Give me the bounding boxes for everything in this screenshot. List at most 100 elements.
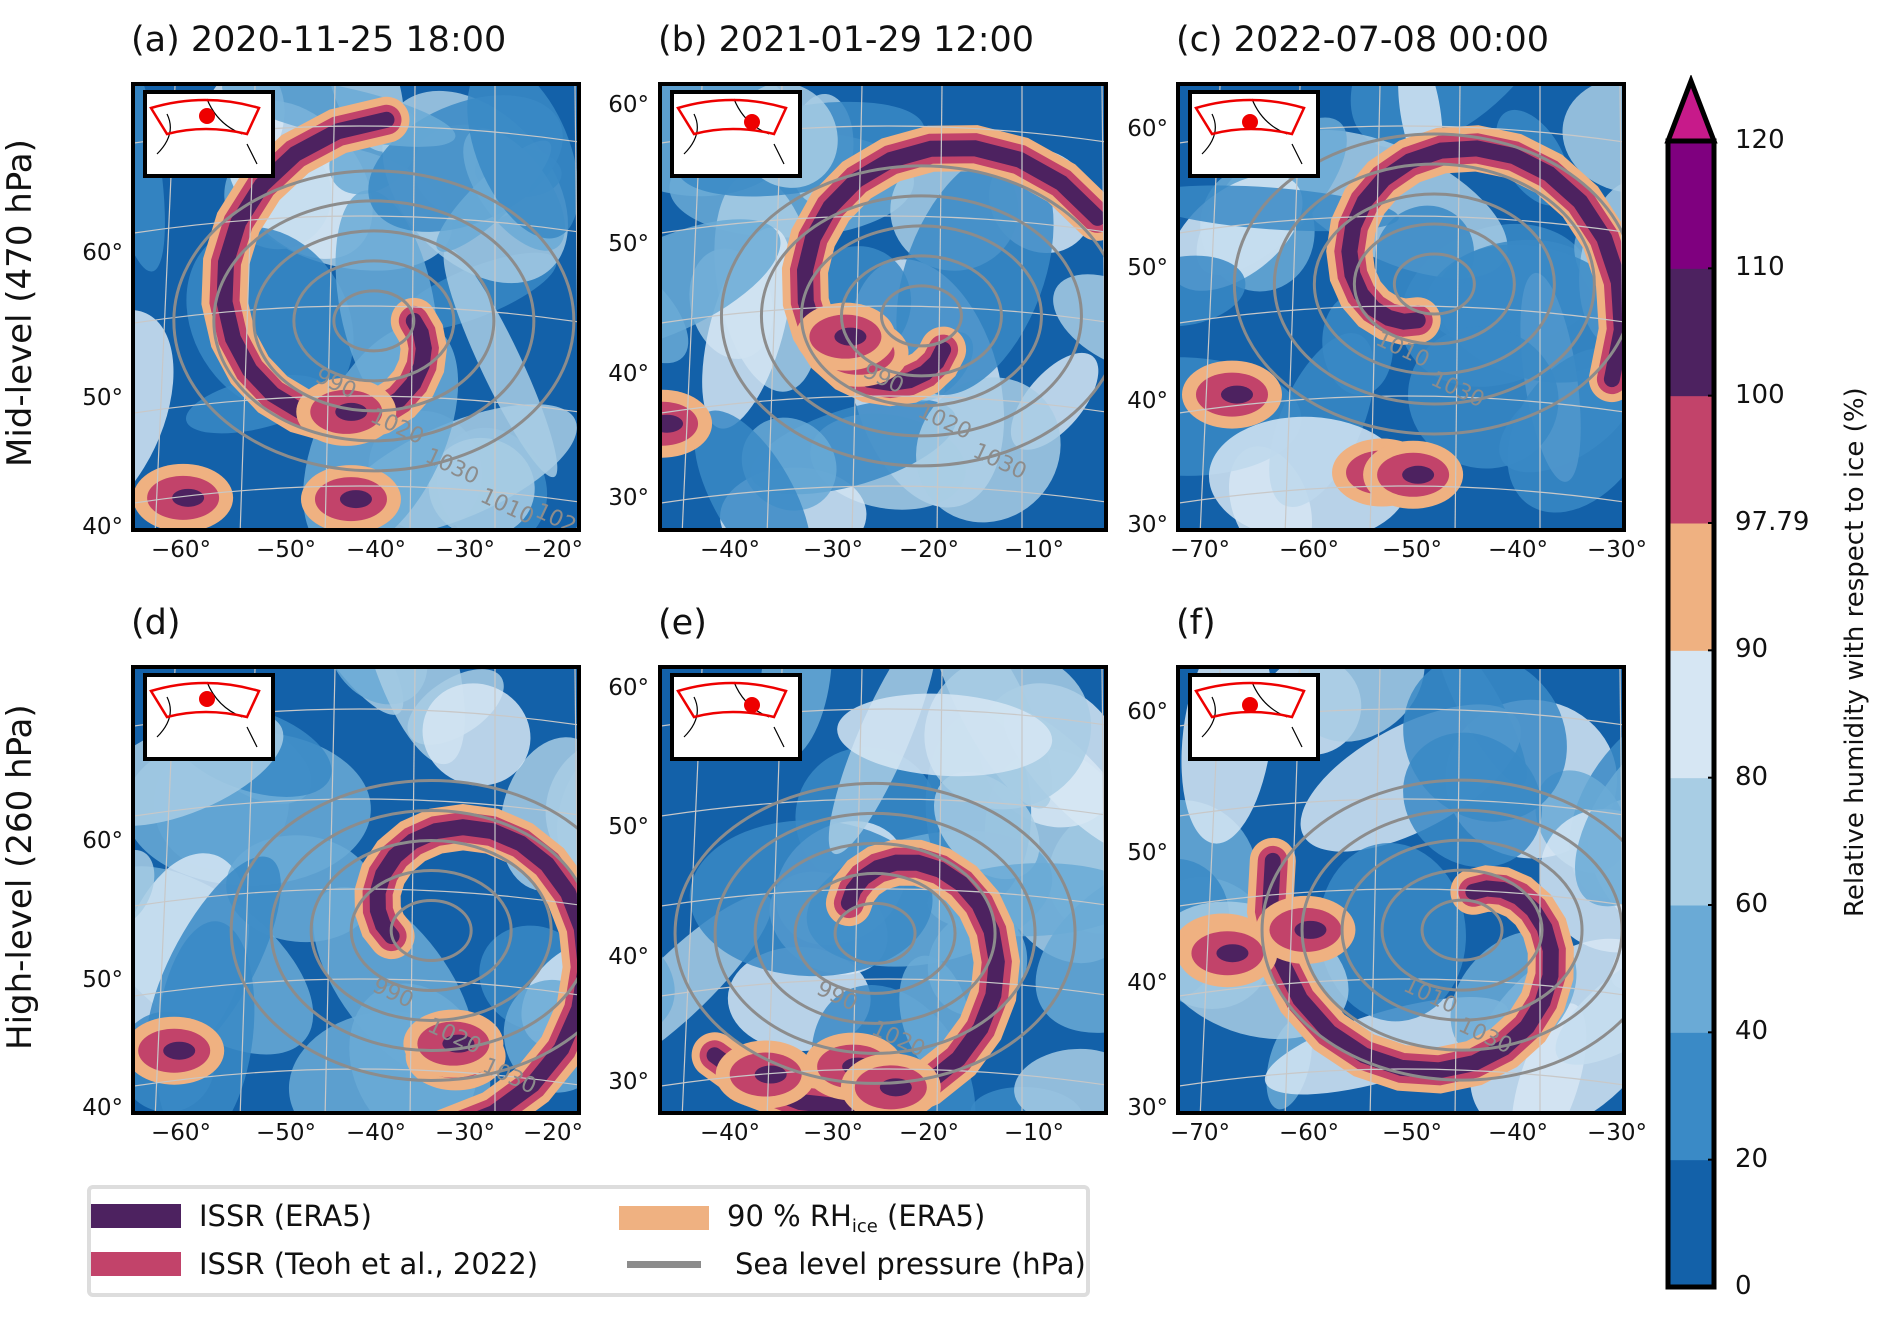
slp-contour [1272,162,1596,406]
x-tick-label: −60° [1278,537,1340,563]
rh-region [1180,255,1246,327]
slp-contour [1352,222,1516,346]
legend-label: 90 % RHice (ERA5) [727,1199,985,1237]
colorbar-extend-triangle [1664,75,1718,144]
parallel [1180,395,1622,414]
slp-contour [879,284,963,348]
location-marker [744,697,760,713]
meridian [1454,669,1461,1111]
map-panel: 990 1020 [658,665,1108,1115]
parallel [662,888,1104,907]
slp-contour [1420,898,1504,962]
parallel [1180,215,1622,234]
colorbar-tick-label: 100 [1735,379,1785,410]
slp-contour [713,811,1037,1055]
slp-contour [673,781,1077,1085]
x-tick-label: −50° [1381,537,1443,563]
location-marker [199,108,215,124]
parallel [135,888,577,907]
legend-swatch [91,1252,181,1276]
colorbar-tick-label: 120 [1735,125,1785,155]
slp-contour [720,164,1104,468]
y-tick-label: 60° [608,675,649,701]
row-label: High-level (260 hPa) [0,704,40,1050]
row-label: Mid-level (470 hPa) [0,139,40,467]
y-tick-label: 40° [82,1095,123,1121]
x-tick-label: −70° [1169,1120,1231,1146]
slp-contour [252,229,496,413]
panel-title: (c) 2022-07-08 00:00 [1176,20,1550,60]
rh-region [1294,669,1425,742]
issr-era5-region [662,414,684,433]
map-panel: 1010 1030 [1176,665,1626,1115]
legend-swatch [619,1206,709,1230]
domain-outline [149,681,261,719]
slp-contour [759,194,1083,438]
domain-outline [1194,681,1306,719]
slp-contour [839,254,1003,378]
parallel [135,305,577,324]
x-tick-label: −50° [1381,1120,1443,1146]
parallel [662,485,1104,504]
meridian [409,669,416,1111]
meridian [1454,86,1461,528]
colorbar-segment [1668,523,1714,651]
domain-outline [1194,98,1306,136]
domain-outline [676,98,788,136]
legend-label: ISSR (Teoh et al., 2022) [199,1247,539,1281]
rh-region [837,693,1053,777]
legend-label-tail: (ERA5) [877,1199,986,1233]
parallel [135,215,577,234]
meridian [574,669,577,904]
slp-contour [269,809,577,1052]
rh-region [916,377,1061,523]
meridian [1619,669,1622,904]
x-tick-label: −40° [699,537,761,563]
x-tick-label: −30° [802,537,864,563]
x-tick-label: −60° [150,1120,212,1146]
x-tick-label: −30° [434,1120,496,1146]
rh-region [135,86,165,272]
issr-era5-region [1220,385,1253,404]
legend-line [627,1260,701,1268]
y-tick-label: 30° [1127,512,1168,538]
y-tick-label: 40° [1127,970,1168,996]
colorbar-tick-label: 60 [1735,889,1769,919]
meridian [574,86,577,321]
parallel [135,1068,577,1087]
slp-contour [1312,192,1556,376]
y-tick-label: 50° [608,814,649,840]
parallel [1180,978,1622,997]
slp-contour [1260,778,1622,1082]
panel-title: (f) [1176,603,1216,643]
x-tick-label: −70° [1169,537,1231,563]
meridian [1369,86,1381,528]
slp-contour [172,169,576,473]
slp-contour [332,289,416,353]
rh-region [422,683,531,786]
x-tick-label: −40° [345,537,407,563]
legend-item-slp: Sea level pressure (hPa) [619,1247,1086,1281]
legend-swatch [91,1204,181,1228]
y-tick-label: 40° [608,361,649,387]
issr-era5-region [172,488,205,507]
meridian [851,86,863,528]
colorbar-tick-label: 40 [1735,1016,1769,1047]
colorbar-segment [1668,1032,1714,1161]
x-tick-label: −20° [522,1120,584,1146]
issr-era5-region [834,327,867,346]
slp-contour [833,901,917,965]
issr-era5-region [1294,920,1327,939]
issr-era5-region [1261,852,1559,1079]
rh-region [1014,1048,1104,1111]
x-tick-label: −60° [1278,1120,1340,1146]
colorbar-tick-label: 90 [1735,634,1769,665]
map-panel: 990 1020 1030 [131,665,581,1115]
panel-title: (e) [658,603,707,643]
rh-region [135,849,155,927]
legend-label: Sea level pressure (hPa) [735,1247,1086,1281]
colorbar-segment [1668,141,1714,269]
rh-region [1562,86,1622,193]
y-tick-label: 50° [82,385,123,411]
colorbar-frame [1665,138,1717,1290]
